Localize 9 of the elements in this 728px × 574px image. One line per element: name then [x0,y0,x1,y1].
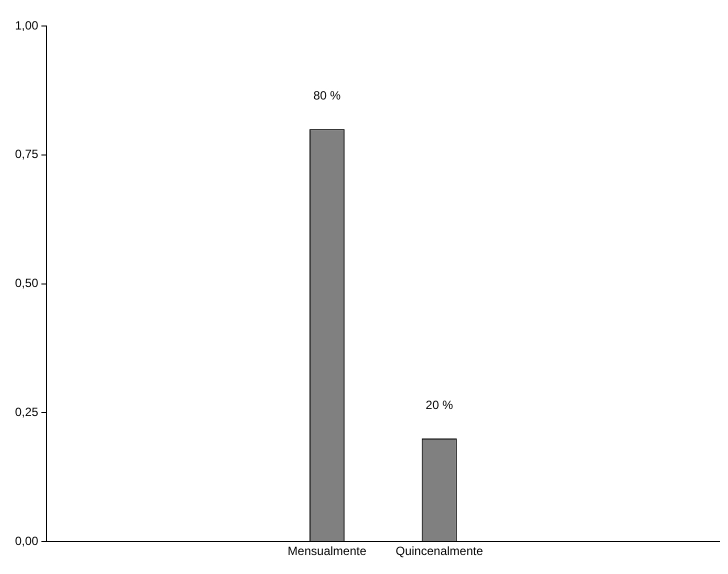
x-tick-label: Mensualmente [288,544,367,558]
y-tick-label: 0,50 [14,276,39,290]
y-tick-label: 1,00 [14,18,39,32]
y-tick-label: 0,25 [14,405,39,420]
data-label: 80 % [313,88,342,102]
x-tick-label: Quincenalmente [396,544,484,558]
y-tick-label: 0,00 [14,534,39,548]
data-label: 20 % [426,398,454,412]
y-tick-label: 0,75 [14,147,39,162]
